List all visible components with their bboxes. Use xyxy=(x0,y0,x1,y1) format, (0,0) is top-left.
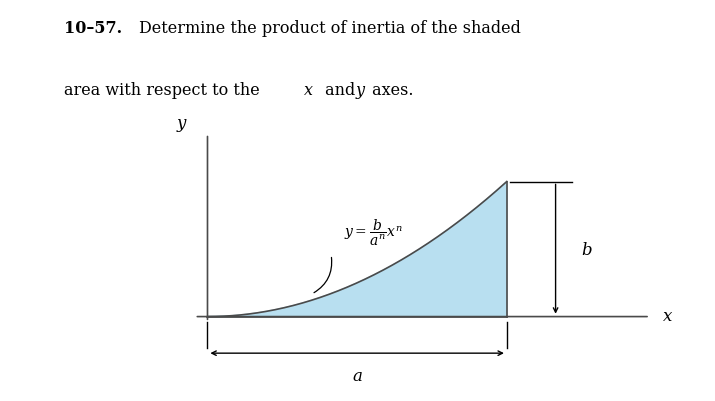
Text: a: a xyxy=(352,367,362,384)
Text: area with respect to the: area with respect to the xyxy=(64,82,265,99)
Text: y: y xyxy=(356,82,365,99)
Text: y: y xyxy=(177,115,186,132)
Text: x: x xyxy=(663,307,672,324)
Polygon shape xyxy=(207,182,507,317)
Text: 10–57.: 10–57. xyxy=(64,20,122,37)
FancyArrowPatch shape xyxy=(314,258,332,293)
Text: and: and xyxy=(320,82,360,99)
Text: Determine the product of inertia of the shaded: Determine the product of inertia of the … xyxy=(139,20,521,37)
Text: b: b xyxy=(581,241,592,258)
Text: $y = \dfrac{b}{a^n}x^n$: $y = \dfrac{b}{a^n}x^n$ xyxy=(344,217,403,248)
Text: x: x xyxy=(304,82,312,99)
Text: axes.: axes. xyxy=(367,82,413,99)
